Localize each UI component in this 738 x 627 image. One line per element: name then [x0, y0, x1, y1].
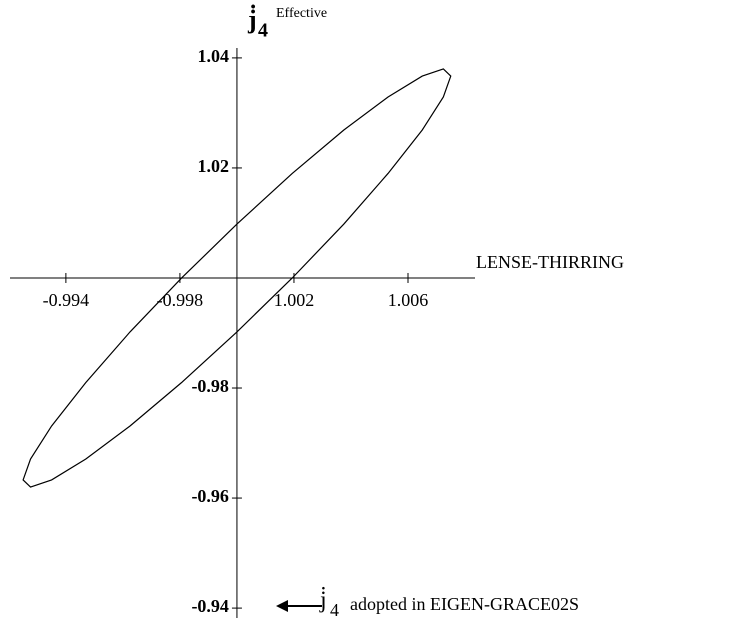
arrow-head	[276, 600, 288, 612]
annotation-text: adopted in EIGEN-GRACE02S	[350, 594, 579, 614]
y-tick-label: 1.04	[197, 46, 229, 66]
y-label-sup: Effective	[276, 6, 327, 21]
y-tick-label: -0.94	[191, 596, 229, 616]
y-label-sub: 4	[258, 20, 268, 42]
x-tick-label: 1.006	[388, 290, 429, 310]
y-tick-label: -0.98	[191, 376, 229, 396]
annotation: j̇ 4 adopted in EIGEN-GRACE02S	[276, 587, 579, 620]
annotation-symbol: j̇	[319, 587, 327, 614]
y-axis-label: j̇ 4 Effective	[247, 5, 327, 42]
x-axis-label: LENSE-THIRRING	[476, 252, 624, 272]
x-tick-label: 1.002	[274, 290, 315, 310]
data-line	[22, 68, 452, 488]
x-tick-label: -0.994	[43, 290, 90, 310]
y-tick-label: 1.02	[197, 156, 229, 176]
annotation-sub: 4	[330, 600, 339, 620]
y-label-base: j̇	[247, 5, 257, 34]
y-tick-label: -0.96	[191, 486, 229, 506]
x-tick-label: -0.998	[157, 290, 204, 310]
